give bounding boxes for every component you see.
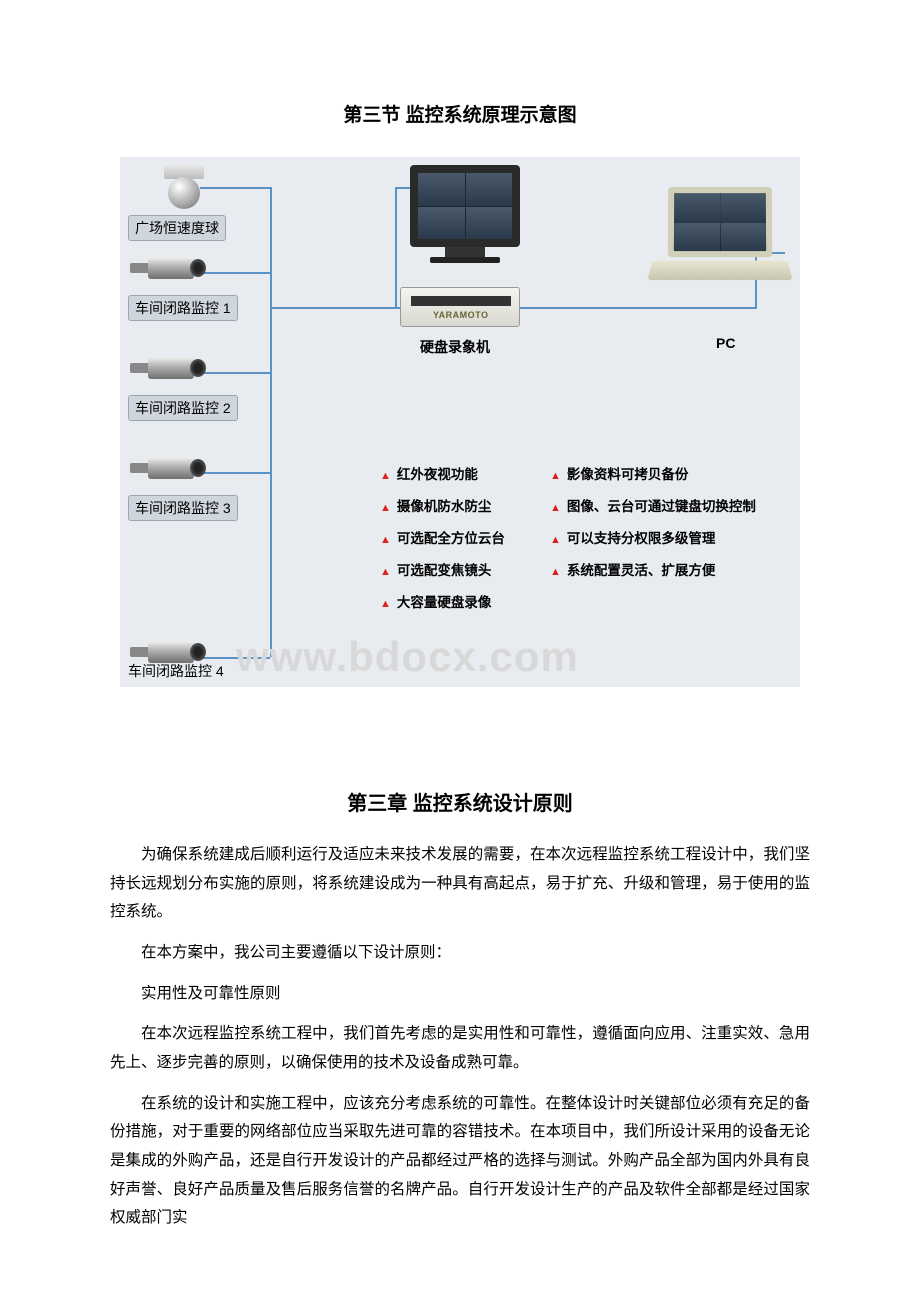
camera-2-icon — [130, 349, 202, 389]
monitor-icon — [410, 165, 520, 263]
feature-left-0: 红外夜视功能 — [380, 463, 478, 483]
feature-left-4: 大容量硬盘录像 — [380, 591, 491, 611]
dome-label: 广场恒速度球 — [128, 215, 226, 241]
camera-2-label: 车间闭路监控 2 — [128, 395, 238, 421]
dvr-icon: YARAMOTO — [400, 287, 520, 327]
feature-right-1: 图像、云台可通过键盘切换控制 — [550, 495, 756, 515]
laptop-icon — [650, 187, 790, 287]
paragraph-2: 实用性及可靠性原则 — [110, 980, 810, 1009]
chapter-title: 第三章 监控系统设计原则 — [110, 787, 810, 816]
feature-left-3: 可选配变焦镜头 — [380, 559, 491, 579]
camera-3-icon — [130, 449, 202, 489]
feature-left-2: 可选配全方位云台 — [380, 527, 505, 547]
camera-3-label: 车间闭路监控 3 — [128, 495, 238, 521]
pc-label: PC — [716, 335, 735, 351]
camera-4-label: 车间闭路监控 4 — [128, 661, 224, 681]
dvr-brand-label: YARAMOTO — [433, 310, 489, 320]
feature-right-0: 影像资料可拷贝备份 — [550, 463, 688, 483]
section-title: 第三节 监控系统原理示意图 — [110, 100, 810, 127]
paragraph-0: 为确保系统建成后顺利运行及适应未来技术发展的需要，在本次远程监控系统工程设计中，… — [110, 841, 810, 927]
watermark: www.bdocx.com — [236, 633, 579, 681]
camera-1-label: 车间闭路监控 1 — [128, 295, 238, 321]
paragraph-4: 在系统的设计和实施工程中，应该充分考虑系统的可靠性。在整体设计时关键部位必须有充… — [110, 1090, 810, 1233]
feature-right-2: 可以支持分权限多级管理 — [550, 527, 715, 547]
camera-1-icon — [130, 249, 202, 289]
paragraph-3: 在本次远程监控系统工程中，我们首先考虑的是实用性和可靠性，遵循面向应用、注重实效… — [110, 1020, 810, 1077]
feature-left-1: 摄像机防水防尘 — [380, 495, 491, 515]
dome-camera-icon — [160, 163, 208, 211]
dvr-label: 硬盘录象机 — [420, 337, 490, 357]
feature-right-3: 系统配置灵活、扩展方便 — [550, 559, 715, 579]
paragraph-1: 在本方案中，我公司主要遵循以下设计原则： — [110, 939, 810, 968]
system-diagram: 广场恒速度球 车间闭路监控 1 车间闭路监控 2 车间闭路监控 3 车间闭路监控… — [120, 157, 800, 687]
